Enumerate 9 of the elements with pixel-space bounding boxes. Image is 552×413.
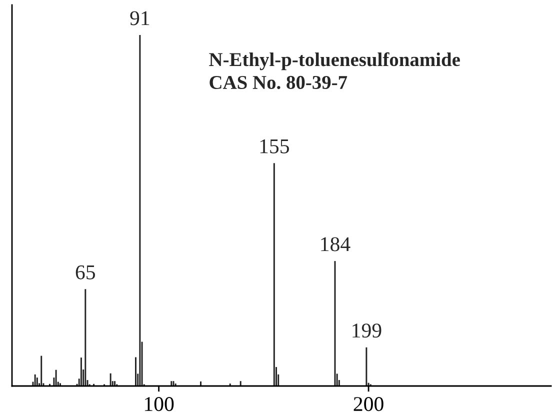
annotation: 155 — [260, 139, 289, 154]
annotation: 65 — [76, 265, 96, 280]
text: CAS No. 80-39-7 — [210, 76, 348, 90]
annotation: 184 — [321, 237, 350, 252]
annotation: 199 — [352, 324, 382, 338]
text: N-Ethyl-p-toluenesulfonamide — [209, 52, 460, 70]
annotation: 91 — [130, 11, 150, 26]
x-tick-label: 100 — [145, 397, 174, 412]
x-tick-label: 200 — [354, 397, 384, 412]
